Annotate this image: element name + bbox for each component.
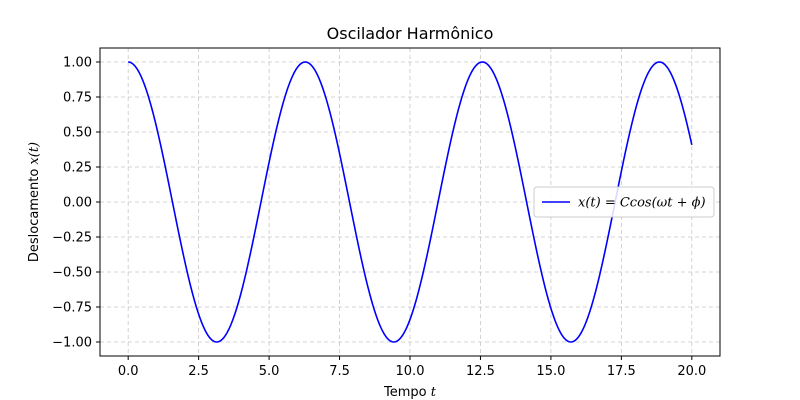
x-axis-title: Tempo t: [383, 385, 437, 400]
series-line: [128, 61, 693, 343]
y-tick-label: −1.00: [52, 336, 92, 351]
x-tick-label: 10.0: [396, 364, 425, 379]
chart-title: Oscilador Harmônico: [327, 24, 494, 43]
x-tick-label: 20.0: [677, 364, 706, 379]
y-tick-label: 0.25: [63, 161, 92, 176]
x-tick-label: 7.5: [329, 364, 350, 379]
y-tick-label: 1.00: [63, 56, 92, 71]
x-tick-label: 17.5: [607, 364, 636, 379]
series-layer: [128, 61, 693, 343]
x-axis: 0.0 2.5 5.0 7.5 10.0 12.5 15.0 17.5 20.0: [118, 356, 706, 379]
legend-label: x(t) = Ccos(ωt + ϕ): [578, 196, 706, 211]
y-tick-label: −0.75: [52, 301, 92, 316]
y-tick-label: −0.50: [52, 266, 92, 281]
x-tick-label: 0.0: [118, 364, 139, 379]
x-tick-label: 2.5: [188, 364, 209, 379]
legend-box: [533, 186, 715, 218]
x-tick-label: 15.0: [536, 364, 565, 379]
y-tick-label: 0.50: [63, 126, 92, 141]
y-tick-label: 0.00: [63, 196, 92, 211]
y-axis: 1.00 0.75 0.50 0.25 0.00 −0.25 −0.50 −0.75 −1.00: [52, 56, 100, 351]
legend: x(t) = Ccos(ωt + ϕ): [533, 186, 715, 218]
y-tick-label: 0.75: [63, 91, 92, 106]
x-tick-label: 12.5: [466, 364, 495, 379]
x-tick-label: 5.0: [259, 364, 280, 379]
y-tick-label: −0.25: [52, 231, 92, 246]
y-axis-title: Deslocamento x(t): [27, 142, 42, 262]
